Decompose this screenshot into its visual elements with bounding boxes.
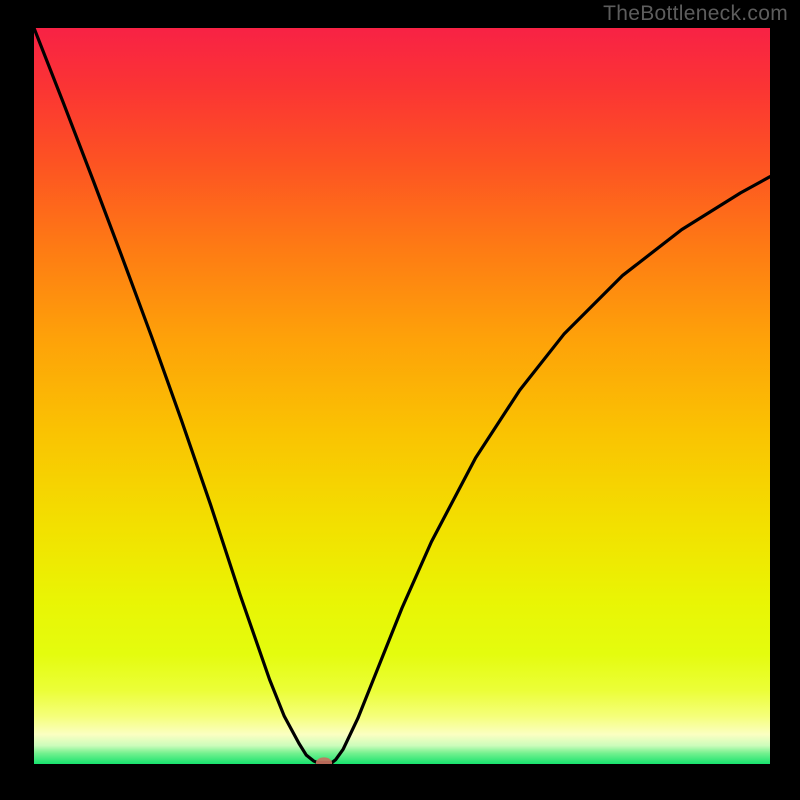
watermark-text: TheBottleneck.com [603, 2, 788, 26]
chart-svg [34, 28, 770, 764]
gradient-background [34, 28, 770, 764]
bottleneck-chart [34, 28, 770, 764]
